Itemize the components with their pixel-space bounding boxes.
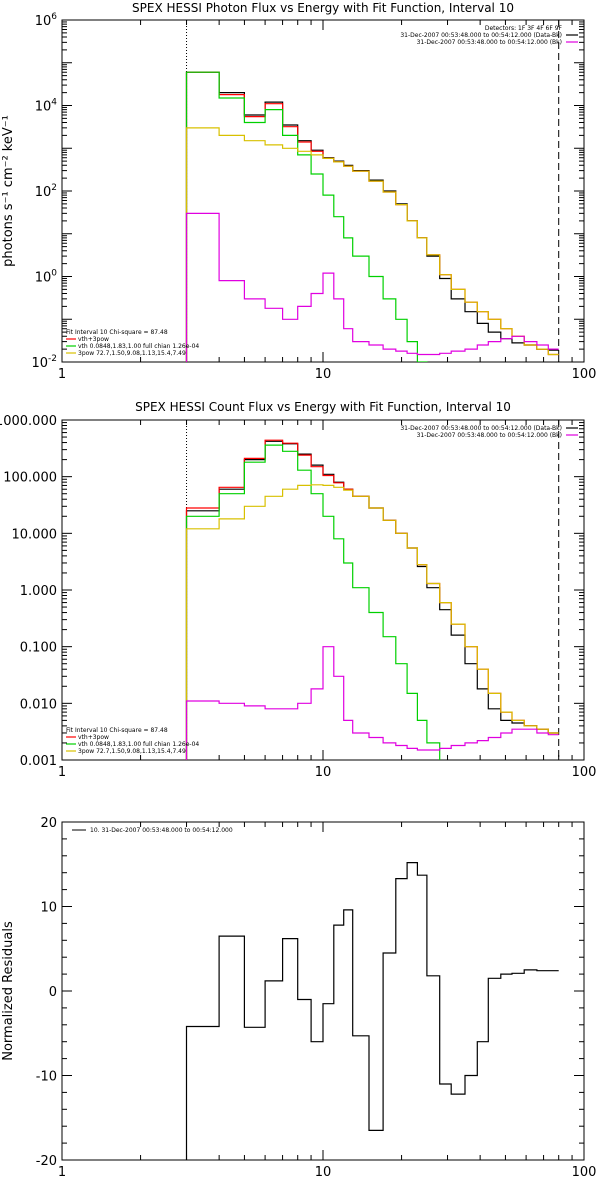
legend-label: 31-Dec-2007 00:53:48.000 to 00:54:12.000… [400, 425, 562, 432]
series-line-1 [185, 71, 559, 362]
y-tick-label: 0.100 [20, 641, 57, 656]
y-tick-label: 100.000 [3, 471, 57, 486]
legend-label: Fit Interval 10 Chi-square = 87.48 [66, 329, 168, 336]
count-flux-panel: SPEX HESSI Count Flux vs Energy with Fit… [0, 400, 597, 780]
series-line-4 [185, 646, 559, 760]
legend-label: vth 0.0848,1.83,1.00 full chian 1.26e-04 [78, 343, 199, 350]
y-tick-label: 20 [40, 816, 57, 831]
y-tick-label: 0.001 [20, 754, 57, 769]
series-line-0 [185, 71, 559, 362]
y-tick-label: 102 [35, 183, 57, 200]
y-tick-label: 1000.000 [0, 414, 57, 429]
residuals-panel: 1 10 100 -20 -10 0 10 20 Normalized Residuals 10.… [1, 816, 596, 1180]
legend-label: vth 0.0848,1.83,1.00 full chian 1.26e-04 [78, 741, 199, 748]
x-tick-label: 100 [572, 765, 597, 780]
series-line-2 [185, 444, 441, 760]
series-group [185, 862, 559, 1160]
x-tick-label: 1 [58, 1165, 66, 1180]
y-tick-label: 100 [35, 269, 58, 286]
series-line-2 [185, 71, 428, 362]
series-line-3 [185, 484, 559, 760]
chart-title: SPEX HESSI Photon Flux vs Energy with Fi… [132, 1, 514, 15]
y-tick-label: -10 [36, 1070, 57, 1085]
legend-label: Fit Interval 10 Chi-square = 87.48 [66, 727, 168, 734]
x-tick-label: 1 [58, 765, 66, 780]
series-group [185, 439, 559, 760]
series-line-3 [185, 127, 559, 362]
y-axis-label: photons s⁻¹ cm⁻² keV⁻¹ [1, 115, 16, 267]
x-tick-label: 10 [315, 765, 332, 780]
y-tick-label: 1.000 [20, 584, 57, 599]
y-tick-label: 104 [35, 98, 58, 115]
series-group [185, 71, 559, 362]
series-line-4 [185, 212, 559, 362]
legend-label: 31-Dec-2007 00:53:48.000 to 00:54:12.000… [417, 39, 562, 46]
x-tick-label: 10 [315, 1165, 332, 1180]
chart-title: SPEX HESSI Count Flux vs Energy with Fit… [135, 400, 511, 414]
y-tick-label: 0 [49, 985, 57, 1000]
legend-label: 10. 31-Dec-2007 00:53:48.000 to 00:54:12… [90, 827, 233, 834]
y-tick-label: 10-2 [31, 354, 57, 371]
legend-label: 3pow 72.7,1.50,9.08,1.13,15.4,7.49 [78, 350, 186, 357]
plot-frame [61, 821, 585, 1161]
legend-label: 31-Dec-2007 00:53:48.000 to 00:54:12.000… [400, 32, 562, 39]
y-tick-label: -20 [36, 1154, 57, 1169]
x-tick-label: 100 [572, 1165, 597, 1180]
y-tick-label: 0.010 [20, 697, 57, 712]
legend-label: Detectors: 1F 3F 4F 6F 9F [485, 25, 563, 32]
y-tick-label: 106 [35, 12, 58, 29]
legend-label: vth+3pow [78, 336, 109, 343]
legend-label: 31-Dec-2007 00:53:48.000 to 00:54:12.000… [417, 432, 562, 439]
x-tick-label: 10 [315, 367, 332, 382]
x-tick-label: 1 [58, 367, 66, 382]
legend-label: vth+3pow [78, 734, 109, 741]
x-tick-label: 100 [572, 367, 597, 382]
y-tick-label: 10 [40, 901, 57, 916]
photon-flux-panel: SPEX HESSI Photon Flux vs Energy with Fi… [1, 1, 597, 382]
y-axis-label: Normalized Residuals [1, 921, 16, 1061]
y-tick-label: 10.000 [12, 527, 58, 542]
legend-label: 3pow 72.7,1.50,9.08,1.13,15.4,7.49 [78, 748, 186, 755]
series-line-0 [185, 862, 559, 1160]
